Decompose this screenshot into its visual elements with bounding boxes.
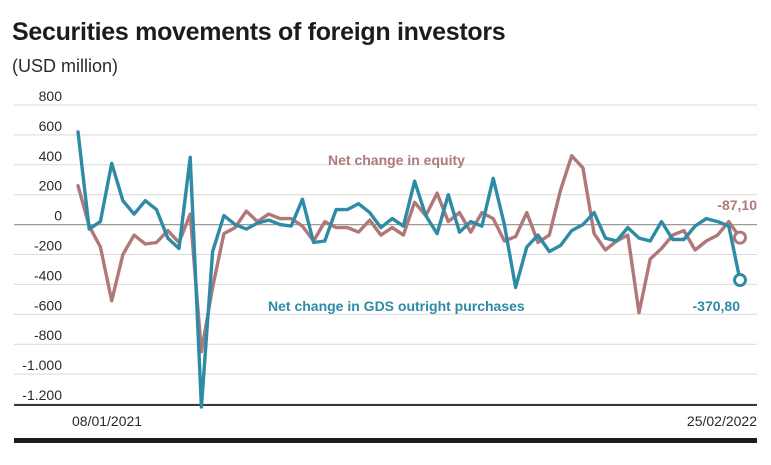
equity-end-marker: [733, 230, 747, 245]
y-tick-label: 600: [39, 118, 63, 134]
x-tick-label: 08/01/2021: [72, 413, 142, 429]
equity-series-label: Net change in equity: [328, 152, 465, 168]
y-tick-label: -200: [34, 238, 62, 254]
y-tick-label: -600: [34, 297, 62, 313]
bottom-rule: [14, 438, 757, 443]
equity-end-value: -87,10: [717, 197, 757, 213]
gds-end-value: -370,80: [693, 298, 741, 314]
y-tick-label: 400: [39, 148, 63, 164]
y-tick-label: 0: [54, 208, 62, 224]
gds-series-line: [76, 130, 742, 409]
x-tick-label: 25/02/2022: [687, 413, 757, 429]
y-tick-label: -800: [34, 327, 62, 343]
gds-series-label: Net change in GDS outright purchases: [268, 298, 525, 314]
chart-subtitle: (USD million): [12, 56, 119, 76]
x-axis-line: [14, 404, 757, 406]
y-tick-label: -1.200: [22, 387, 62, 403]
y-tick-label: -1.000: [22, 357, 62, 373]
gds-end-marker: [733, 273, 747, 288]
equity-series-line: [76, 154, 742, 354]
y-tick-label: 800: [39, 88, 63, 104]
y-tick-label: -400: [34, 267, 62, 283]
y-tick-label: 200: [39, 178, 63, 194]
chart-title: Securities movements of foreign investor…: [12, 18, 506, 46]
